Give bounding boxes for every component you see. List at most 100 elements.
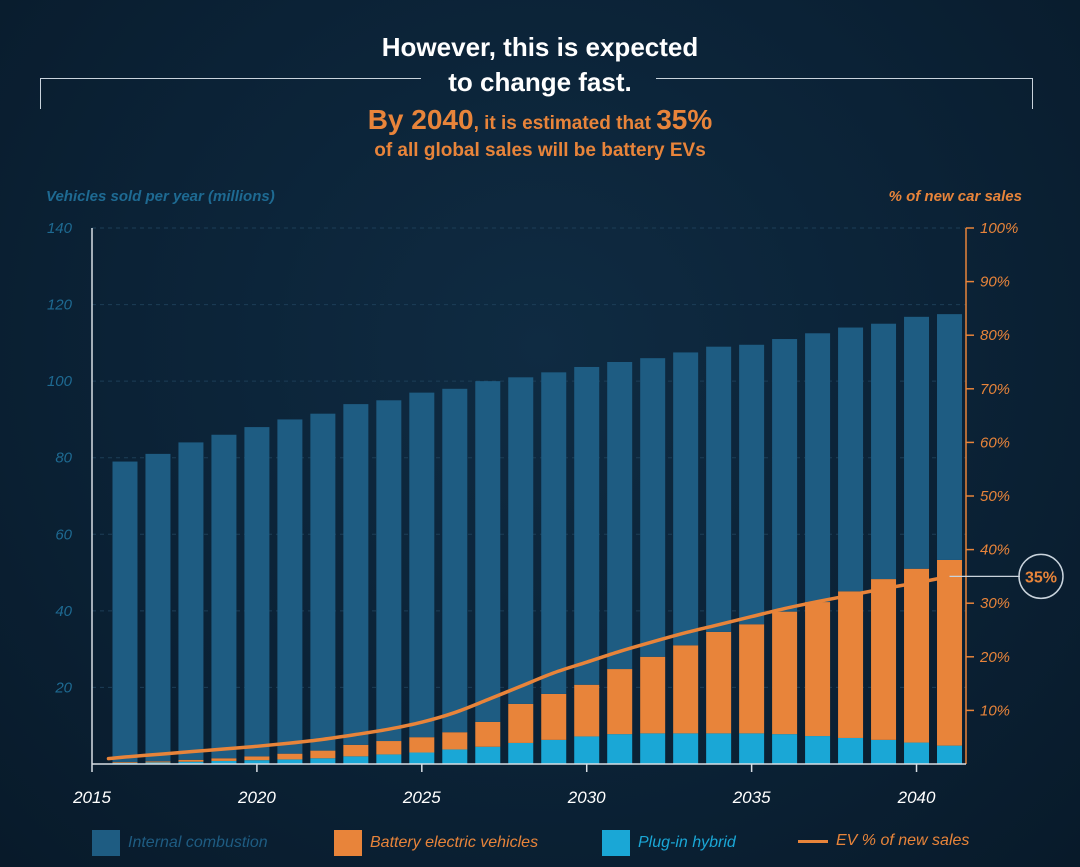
bar-ice: [244, 427, 270, 757]
x-tick-label: 2020: [237, 788, 276, 807]
y-right-tick-label: 20%: [979, 649, 1010, 666]
y-left-tick-label: 20: [54, 679, 72, 696]
bar-phev: [475, 746, 501, 764]
bar-bev: [871, 579, 897, 740]
chart-subheadline: By 2040, it is estimated that 35% of all…: [0, 104, 1080, 162]
bar-bev: [277, 753, 303, 760]
bar-phev: [904, 742, 930, 764]
bar-ice: [574, 366, 600, 685]
bar-ice: [376, 400, 402, 742]
x-tick-label: 2030: [567, 788, 606, 807]
chart-headline: However, this is expected to change fast…: [0, 30, 1080, 100]
bar-phev: [640, 733, 666, 764]
headline-bracket-right: [656, 78, 1033, 109]
bar-phev: [310, 758, 336, 764]
bar-bev: [574, 684, 600, 737]
bar-phev: [838, 737, 864, 764]
legend-item-phev: Plug-in hybrid: [602, 830, 736, 856]
bar-bev: [838, 591, 864, 738]
bar-ice: [739, 344, 765, 625]
subhead-pct: 35%: [656, 104, 713, 135]
bar-bev: [508, 703, 534, 743]
bar-phev: [574, 736, 600, 764]
bar-ice: [508, 377, 534, 704]
bar-bev: [475, 721, 501, 747]
bar-phev: [409, 752, 435, 764]
bar-phev: [937, 745, 963, 764]
bar-bev: [937, 559, 963, 746]
x-tick-label: 2035: [732, 788, 771, 807]
legend-label-phev: Plug-in hybrid: [638, 834, 736, 851]
bar-bev: [904, 568, 930, 743]
bar-bev: [739, 624, 765, 734]
y-right-tick-label: 100%: [980, 220, 1018, 237]
y-right-tick-label: 30%: [980, 595, 1010, 612]
subhead-line-2: of all global sales will be battery EVs: [374, 140, 706, 161]
bar-bev: [145, 761, 171, 763]
bar-ice: [409, 392, 435, 738]
legend-swatch-bev: [334, 830, 362, 856]
bar-phev: [508, 742, 534, 764]
bar-ice: [211, 434, 237, 759]
bar-bev: [244, 756, 270, 761]
bar-phev: [607, 734, 633, 764]
y-right-tick-label: 80%: [980, 327, 1010, 344]
y-right-tick-label: 60%: [980, 434, 1010, 451]
y-left-tick-label: 80: [55, 450, 72, 467]
bar-bev: [112, 762, 138, 763]
bar-phev: [673, 733, 699, 764]
bar-phev: [772, 734, 798, 764]
y-left-tick-label: 100: [47, 373, 73, 390]
bar-phev: [376, 754, 402, 764]
y-right-tick-label: 50%: [980, 488, 1010, 505]
bar-bev: [607, 669, 633, 735]
bar-ice: [838, 327, 864, 592]
bar-ice: [442, 388, 468, 733]
bar-bev: [772, 611, 798, 735]
bar-bev: [805, 602, 831, 737]
y-right-tick-label: 10%: [980, 702, 1010, 719]
annotation-circle: [1018, 553, 1064, 600]
legend: Internal combustion Battery electric veh…: [0, 830, 1080, 860]
left-axis-title: Vehicles sold per year (millions): [46, 188, 275, 205]
bar-ice: [673, 352, 699, 646]
legend-swatch-ice: [92, 830, 120, 856]
right-axis-title: % of new car sales: [888, 188, 1022, 205]
headline-line-1: However, this is expected: [381, 32, 699, 62]
bar-phev: [244, 760, 270, 764]
bar-ice: [937, 314, 963, 560]
bar-bev: [376, 741, 402, 755]
legend-item-bev: Battery electric vehicles: [334, 830, 538, 856]
bar-ice: [541, 372, 567, 694]
y-left-tick-label: 140: [47, 220, 73, 237]
bar-ice: [772, 339, 798, 612]
bar-phev: [277, 759, 303, 764]
subhead-year: By 2040: [367, 104, 474, 135]
bar-ice: [145, 453, 171, 762]
y-left-tick-label: 60: [55, 526, 72, 543]
bar-bev: [409, 737, 435, 753]
headline-line-2: to change fast.: [448, 67, 632, 97]
bar-bev: [178, 759, 204, 762]
legend-item-ev-line: EV % of new sales: [798, 832, 969, 850]
bar-ice: [112, 461, 138, 763]
bar-phev: [706, 733, 732, 764]
x-tick-label: 2025: [402, 788, 441, 807]
bar-bev: [211, 758, 237, 761]
y-right-tick-label: 40%: [980, 542, 1010, 559]
bar-ice: [706, 346, 732, 632]
x-tick-label: 2015: [72, 788, 111, 807]
legend-label-line: EV % of new sales: [836, 832, 970, 849]
y-right-tick-label: 90%: [980, 274, 1010, 291]
bar-bev: [442, 732, 468, 750]
bar-ice: [343, 404, 369, 745]
bar-phev: [739, 733, 765, 764]
bar-ice: [475, 381, 501, 722]
bar-ice: [178, 442, 204, 760]
bar-ice: [310, 413, 336, 751]
legend-swatch-phev: [602, 830, 630, 856]
bar-phev: [541, 739, 567, 764]
ev-share-line: [106, 574, 952, 761]
legend-label-ice: Internal combustion: [128, 834, 268, 851]
